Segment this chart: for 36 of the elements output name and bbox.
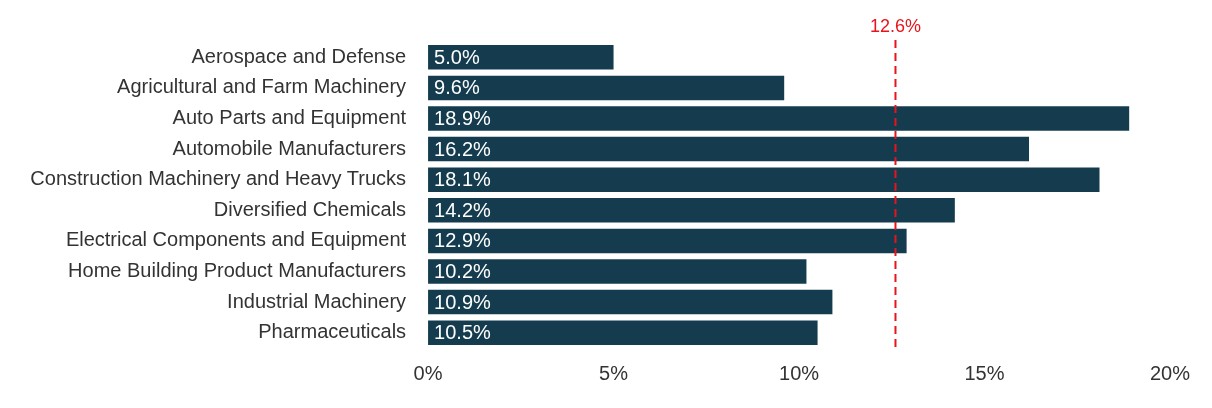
x-tick-label: 15% [964, 361, 1005, 384]
bar [428, 45, 614, 70]
bar [428, 106, 1130, 131]
data-label: 18.1% [434, 168, 491, 191]
y-tick-label: Industrial Machinery [227, 289, 407, 312]
y-tick-label: Construction Machinery and Heavy Trucks [30, 167, 407, 190]
data-label: 10.5% [434, 321, 491, 344]
x-tick-label: 5% [599, 361, 629, 384]
y-tick-label: Automobile Manufacturers [172, 136, 407, 159]
data-label: 5.0% [434, 45, 480, 68]
y-tick-label: Home Building Product Manufacturers [68, 259, 407, 282]
bar [428, 228, 907, 254]
x-tick-label: 20% [1149, 361, 1191, 384]
y-tick-label: Agricultural and Farm Machinery [117, 75, 407, 98]
data-label: 9.6% [434, 76, 480, 99]
y-tick-label: Auto Parts and Equipment [172, 106, 407, 129]
bar [428, 289, 833, 315]
y-tick-label: Aerospace and Defense [191, 44, 407, 67]
bar [428, 75, 785, 101]
bar [428, 259, 807, 284]
data-label: 16.2% [434, 137, 491, 160]
y-tick-label: Electrical Components and Equipment [65, 228, 407, 251]
data-label: 14.2% [434, 198, 491, 221]
bar [428, 198, 955, 223]
x-tick-label: 0% [413, 361, 443, 384]
x-tick-label: 10% [779, 361, 820, 384]
bar [428, 136, 1030, 162]
y-tick-label: Diversified Chemicals [213, 197, 407, 220]
bar [428, 320, 818, 345]
data-label: 10.2% [434, 260, 491, 283]
data-label: 12.9% [434, 229, 491, 252]
data-label: 10.9% [434, 290, 491, 313]
y-tick-label: Pharmaceuticals [258, 320, 407, 343]
ref-line-label: 12.6% [869, 15, 921, 36]
bar [428, 167, 1100, 192]
data-label: 18.9% [434, 107, 491, 130]
